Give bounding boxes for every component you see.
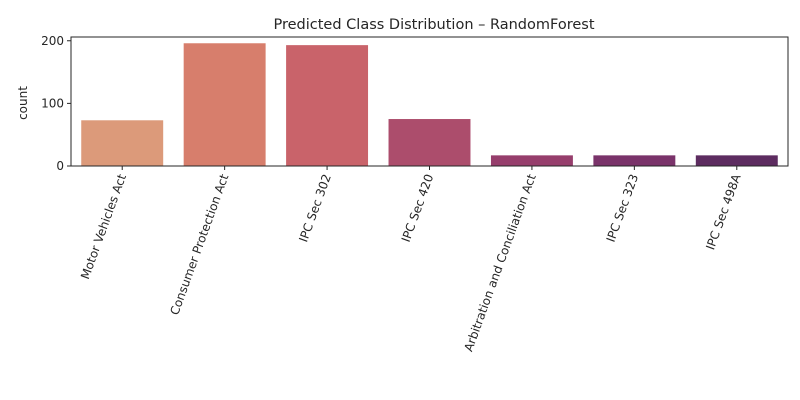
x-axis: Motor Vehicles Act Consumer Protection Ac… (78, 166, 744, 353)
x-tick-label: IPC Sec 323 (604, 172, 642, 244)
y-tick-label: 200 (41, 34, 64, 48)
plot-frame (70, 36, 789, 167)
y-tick-label: 100 (41, 96, 64, 110)
bar-ipc-sec-420 (388, 119, 471, 166)
x-tick-label: Arbitration and Conciliation Act (461, 172, 538, 353)
x-tick-label: Motor Vehicles Act (78, 172, 129, 281)
bar-motor-vehicles-act (81, 120, 164, 166)
bar-ipc-sec-323 (593, 155, 676, 166)
y-tick-label: 0 (56, 159, 64, 173)
y-axis: 0 100 200 (41, 34, 71, 173)
bar-consumer-protection-act (183, 43, 266, 167)
bar-ipc-sec-498a (695, 155, 778, 166)
bar-arbitration-and-conciliation-act (490, 155, 573, 166)
bars-layer (81, 43, 778, 167)
bar-ipc-sec-302 (286, 45, 369, 166)
x-tick-label: IPC Sec 302 (296, 172, 334, 244)
x-tick-label: IPC Sec 498A (703, 171, 744, 251)
chart-title: Predicted Class Distribution – RandomFor… (273, 17, 594, 33)
x-tick-label: IPC Sec 420 (399, 172, 437, 244)
y-axis-label: count (16, 86, 30, 120)
x-tick-label: Consumer Protection Act (167, 172, 231, 317)
